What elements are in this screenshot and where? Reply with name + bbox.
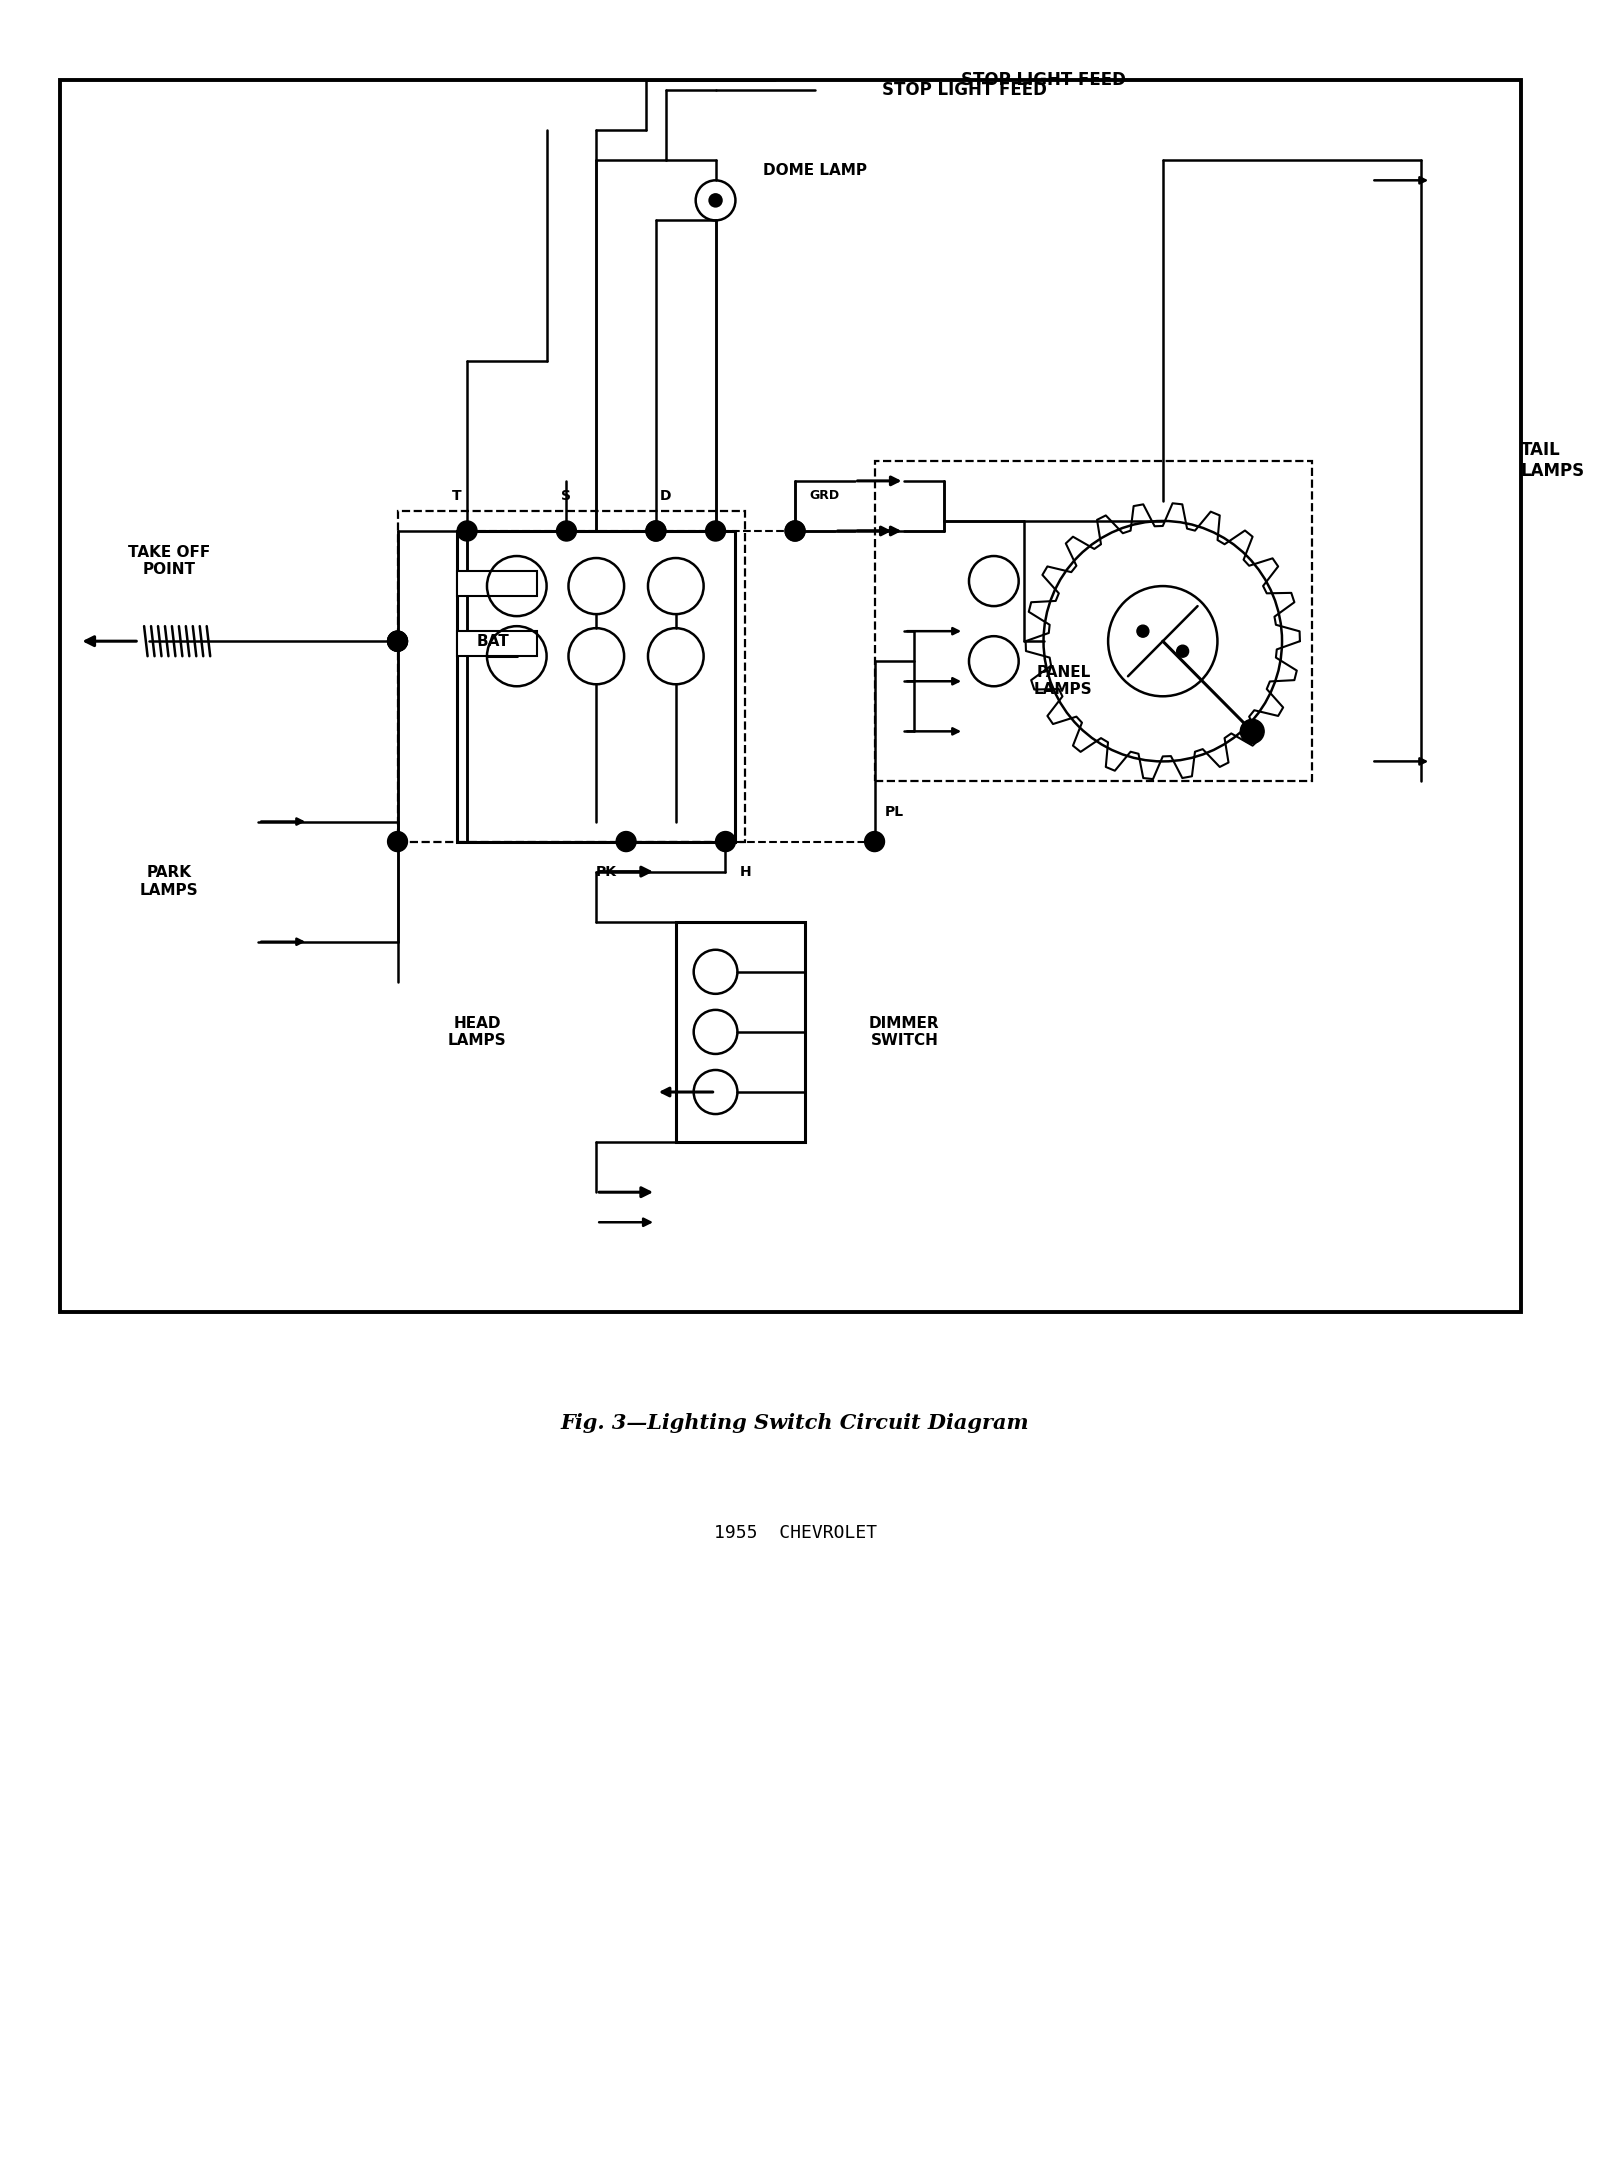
Circle shape <box>616 831 637 853</box>
Circle shape <box>458 522 477 541</box>
Bar <box>59 80 1520 1311</box>
Circle shape <box>557 522 576 541</box>
Text: BAT: BAT <box>477 634 510 649</box>
Bar <box>675 922 805 1143</box>
Circle shape <box>1138 625 1149 636</box>
Bar <box>458 571 536 595</box>
Text: PARK
LAMPS: PARK LAMPS <box>139 866 198 898</box>
Bar <box>397 511 746 842</box>
Text: H: H <box>739 866 750 879</box>
Text: D: D <box>661 489 672 502</box>
Circle shape <box>646 522 666 541</box>
Text: TAKE OFF
POINT: TAKE OFF POINT <box>128 545 210 578</box>
Bar <box>875 461 1312 781</box>
Text: Fig. 3—Lighting Switch Circuit Diagram: Fig. 3—Lighting Switch Circuit Diagram <box>560 1413 1029 1433</box>
Circle shape <box>387 632 408 651</box>
Text: T: T <box>453 489 462 502</box>
Circle shape <box>709 195 722 206</box>
Circle shape <box>864 831 885 853</box>
Bar <box>458 632 536 656</box>
Text: HEAD
LAMPS: HEAD LAMPS <box>448 1015 506 1047</box>
Circle shape <box>1240 718 1264 744</box>
Circle shape <box>1176 645 1189 658</box>
Circle shape <box>387 831 408 853</box>
Text: STOP LIGHT FEED: STOP LIGHT FEED <box>962 71 1126 89</box>
Text: PANEL
LAMPS: PANEL LAMPS <box>1034 664 1093 697</box>
Circle shape <box>706 522 725 541</box>
Circle shape <box>387 632 408 651</box>
Text: TAIL
LAMPS: TAIL LAMPS <box>1520 441 1584 480</box>
Circle shape <box>387 632 408 651</box>
Text: PL: PL <box>885 805 904 818</box>
Circle shape <box>786 522 805 541</box>
Circle shape <box>786 522 805 541</box>
Text: DOME LAMP: DOME LAMP <box>763 162 867 177</box>
Text: STOP LIGHT FEED: STOP LIGHT FEED <box>882 82 1046 100</box>
Circle shape <box>646 522 666 541</box>
Text: S: S <box>562 489 571 502</box>
Bar <box>458 530 736 842</box>
Circle shape <box>715 831 736 853</box>
Text: 1955  CHEVROLET: 1955 CHEVROLET <box>714 1523 877 1541</box>
Text: GRD: GRD <box>810 489 840 502</box>
Text: DIMMER
SWITCH: DIMMER SWITCH <box>869 1015 939 1047</box>
Text: PK: PK <box>595 866 616 879</box>
